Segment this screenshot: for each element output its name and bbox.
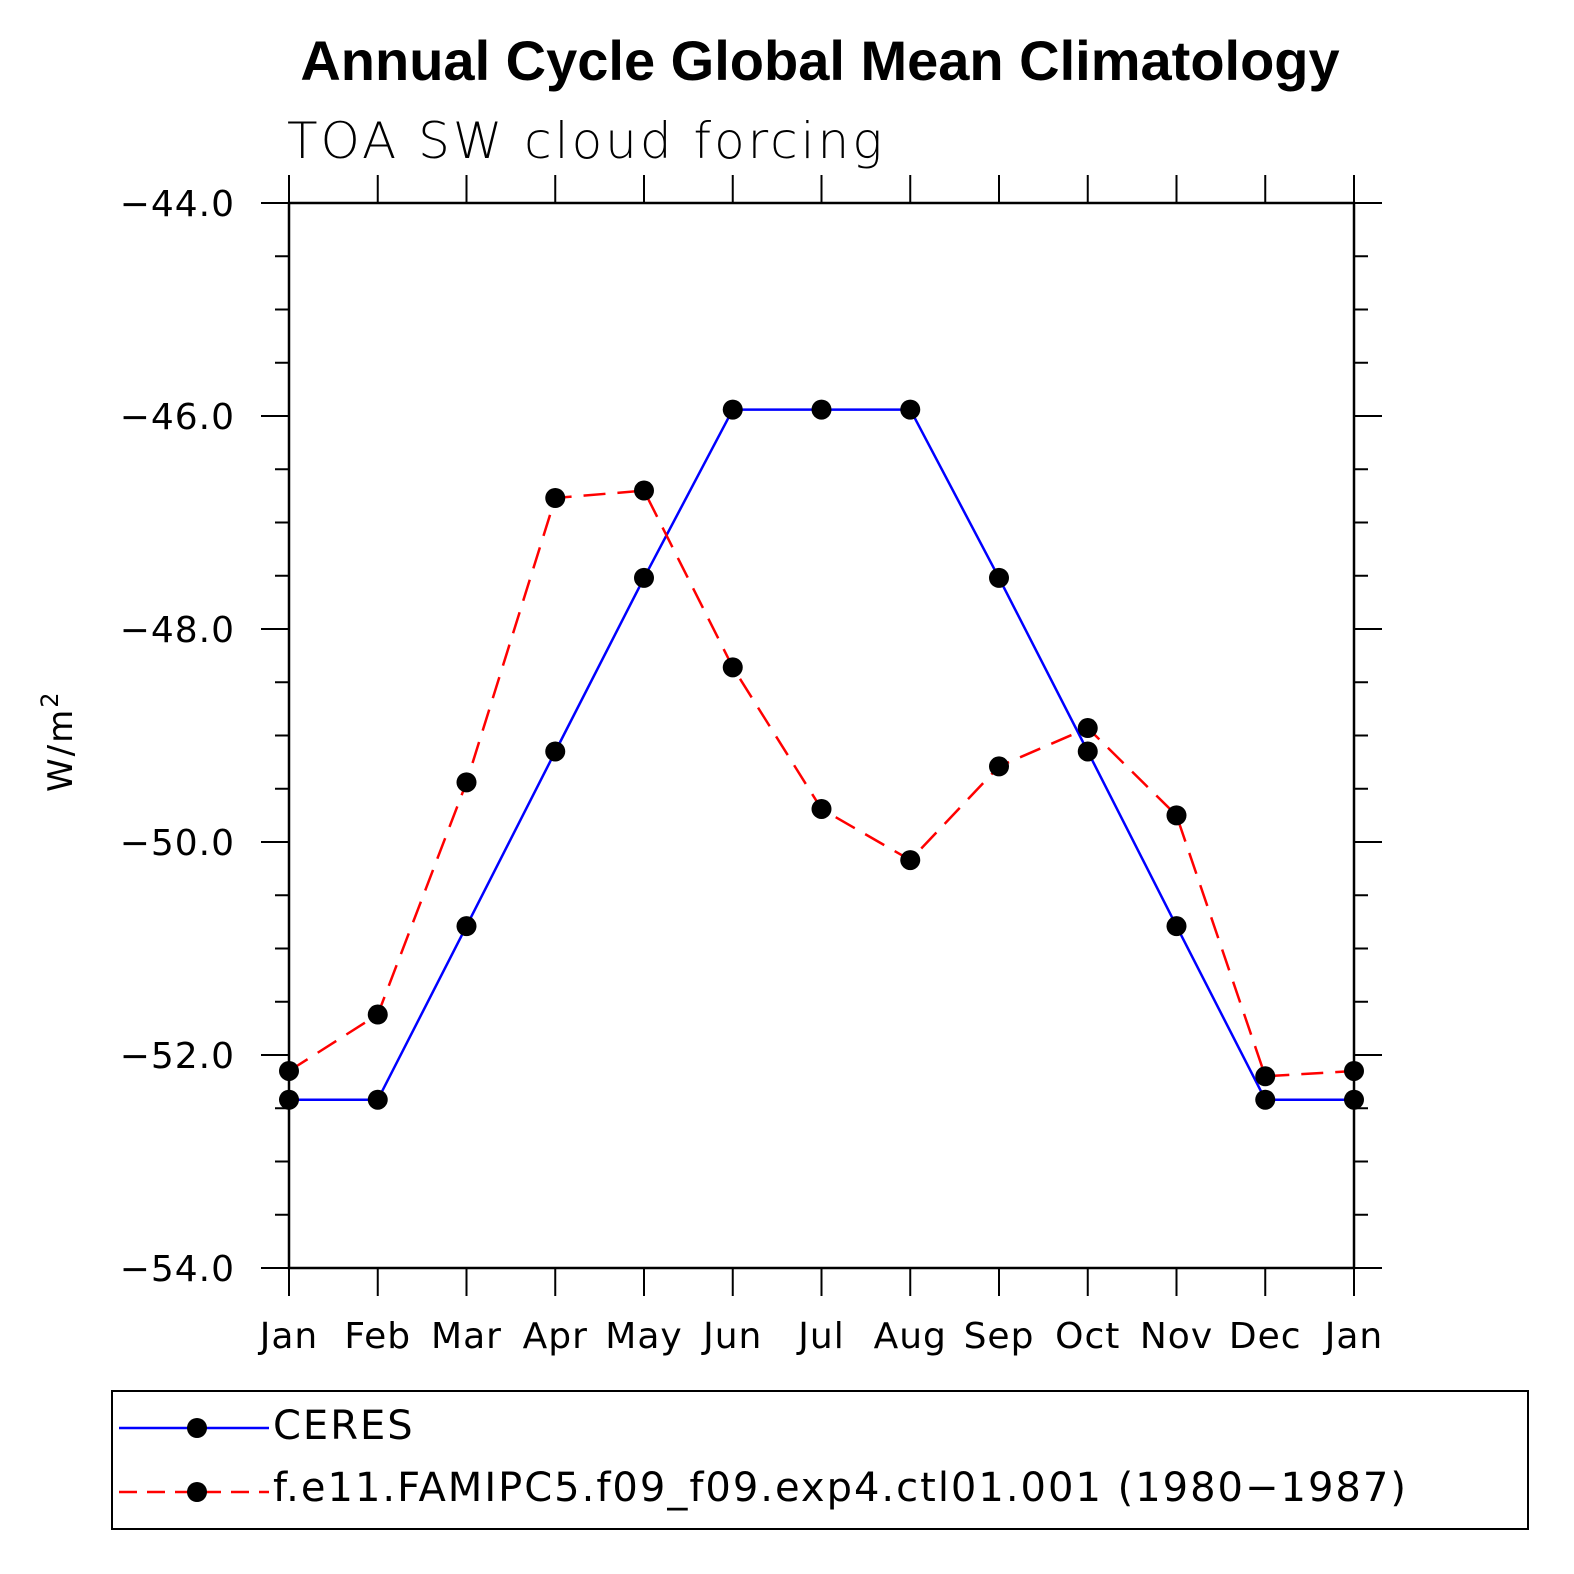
x-tick-label: Dec bbox=[1229, 1316, 1302, 1357]
series-1-point bbox=[1255, 1066, 1276, 1087]
series-0-point bbox=[634, 567, 654, 588]
series-0-point bbox=[900, 399, 921, 420]
legend: CERES f.e11.FAMIPC5.f09_f09.exp4.ctl01.0… bbox=[111, 1390, 1529, 1530]
legend-item-ceres: CERES bbox=[113, 1396, 1527, 1456]
x-tick-label: Jan bbox=[1323, 1316, 1384, 1357]
legend-item-model: f.e11.FAMIPC5.f09_f09.exp4.ctl01.001 (19… bbox=[113, 1458, 1527, 1518]
x-tick-label: Feb bbox=[344, 1316, 411, 1357]
series-0-point bbox=[1255, 1089, 1276, 1110]
series-1-point bbox=[722, 657, 743, 678]
y-axis-label-text: W/m bbox=[41, 708, 81, 792]
chart-title: Annual Cycle Global Mean Climatology bbox=[300, 29, 1340, 92]
y-tick-label: −50.0 bbox=[120, 823, 235, 864]
x-tick-label: Jul bbox=[796, 1316, 844, 1357]
series-1-point bbox=[1344, 1060, 1364, 1081]
series-1-point bbox=[279, 1060, 299, 1081]
series-line-0 bbox=[289, 408, 1354, 1101]
x-tick-label: Jun bbox=[701, 1316, 762, 1357]
x-tick-label: Jan bbox=[258, 1316, 319, 1357]
legend-label-ceres: CERES bbox=[273, 1403, 415, 1449]
series-0-point bbox=[279, 1089, 299, 1110]
series-0-point bbox=[367, 1089, 388, 1110]
series-0-point bbox=[456, 916, 477, 937]
legend-marker-model bbox=[187, 1482, 207, 1502]
x-tick-label: Nov bbox=[1140, 1316, 1213, 1357]
series-1-point bbox=[367, 1004, 388, 1025]
series-0-point bbox=[989, 567, 1009, 588]
x-tick-label: Oct bbox=[1055, 1316, 1120, 1357]
x-tick-label: Aug bbox=[874, 1316, 947, 1357]
legend-swatch-model bbox=[119, 1482, 269, 1502]
plot-frame bbox=[287, 201, 1356, 1270]
series-0-point bbox=[1166, 916, 1187, 937]
y-axis-label-superscript: 2 bbox=[36, 691, 64, 708]
series-1-point bbox=[811, 798, 832, 819]
series-0-point bbox=[1344, 1089, 1364, 1110]
series-1-point bbox=[545, 488, 566, 509]
x-tick-label: May bbox=[605, 1316, 682, 1357]
x-tick-label: Apr bbox=[523, 1316, 588, 1357]
y-axis-label: W/m2 bbox=[36, 691, 81, 792]
legend-marker-ceres bbox=[187, 1418, 207, 1438]
series-line-1 bbox=[288, 489, 1355, 1078]
series-1-point bbox=[989, 756, 1009, 777]
series-1-point bbox=[1166, 805, 1187, 826]
y-tick-label: −52.0 bbox=[120, 1036, 235, 1077]
chart-subtitle: TOA SW cloud forcing bbox=[287, 112, 886, 170]
y-tick-label: −44.0 bbox=[120, 184, 235, 225]
series-0-point bbox=[722, 399, 743, 420]
x-tick-label: Sep bbox=[964, 1316, 1035, 1357]
legend-swatch-ceres bbox=[119, 1418, 269, 1438]
plot-axes: −44.0 −46.0 −48.0 −50.0 −52.0 −54.0 Jan Feb Mar A… bbox=[120, 175, 1384, 1357]
series-0-point bbox=[811, 399, 832, 420]
series-1-point bbox=[634, 480, 654, 501]
y-tick-label: −48.0 bbox=[120, 610, 235, 651]
plot-series bbox=[279, 399, 1364, 1110]
legend-label-model: f.e11.FAMIPC5.f09_f09.exp4.ctl01.001 (19… bbox=[273, 1465, 1408, 1511]
x-tick-label: Mar bbox=[431, 1316, 502, 1357]
series-0-point bbox=[545, 741, 566, 762]
series-0-point bbox=[1077, 741, 1098, 762]
y-tick-label: −46.0 bbox=[120, 397, 235, 438]
y-tick-label: −54.0 bbox=[120, 1249, 235, 1290]
series-1-point bbox=[456, 772, 477, 793]
series-1-point bbox=[900, 850, 921, 871]
series-1-point bbox=[1077, 718, 1098, 739]
